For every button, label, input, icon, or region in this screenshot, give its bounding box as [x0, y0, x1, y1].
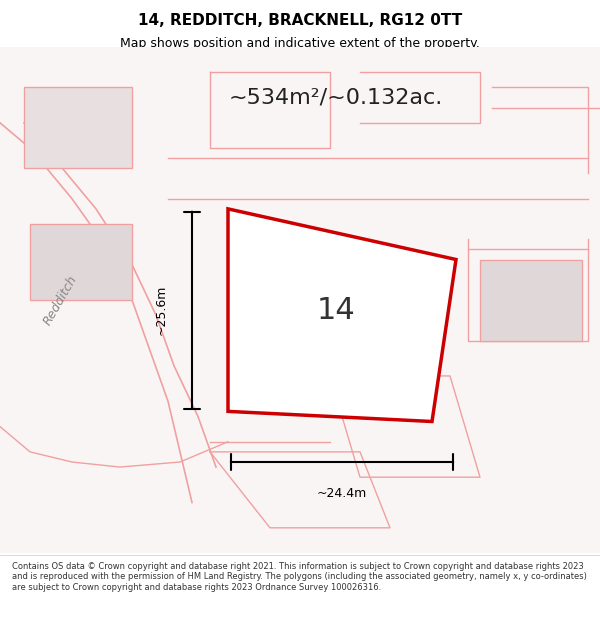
Text: ~25.6m: ~25.6m — [155, 285, 168, 335]
Text: ~534m²/~0.132ac.: ~534m²/~0.132ac. — [229, 88, 443, 108]
Polygon shape — [24, 88, 132, 168]
Polygon shape — [480, 259, 582, 341]
Text: 14: 14 — [317, 296, 355, 324]
Polygon shape — [246, 249, 408, 391]
Polygon shape — [30, 224, 132, 300]
Text: Redditch: Redditch — [41, 273, 79, 327]
Polygon shape — [228, 209, 456, 421]
Text: Contains OS data © Crown copyright and database right 2021. This information is : Contains OS data © Crown copyright and d… — [12, 562, 587, 591]
Text: 14, REDDITCH, BRACKNELL, RG12 0TT: 14, REDDITCH, BRACKNELL, RG12 0TT — [138, 13, 462, 28]
Text: ~24.4m: ~24.4m — [317, 488, 367, 500]
Text: Map shows position and indicative extent of the property.: Map shows position and indicative extent… — [120, 36, 480, 49]
